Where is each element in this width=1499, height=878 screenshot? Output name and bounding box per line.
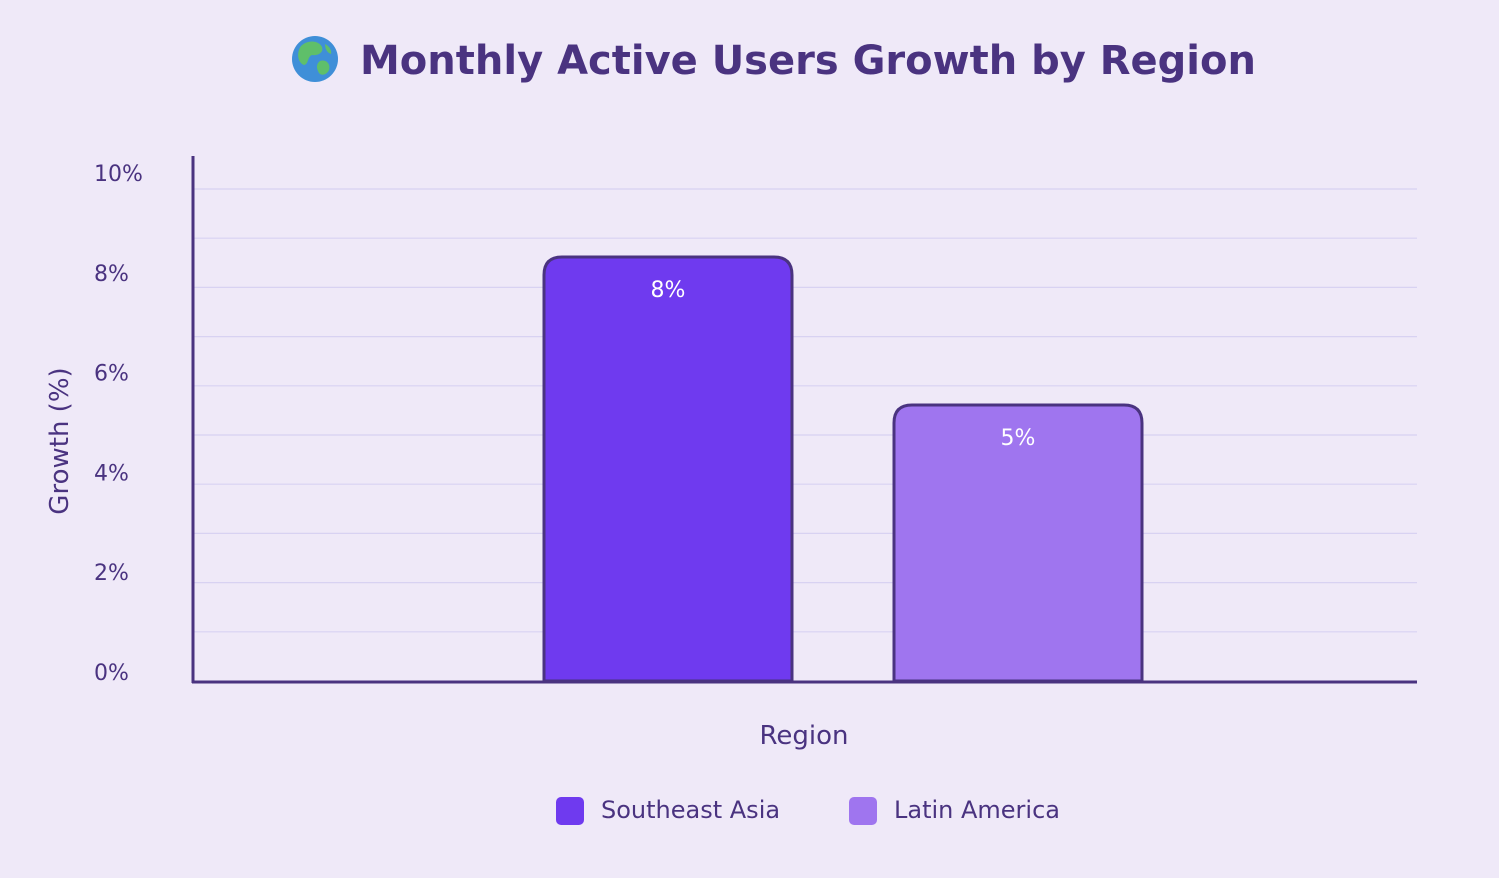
bar-value-label: 8%	[651, 278, 686, 303]
y-axis-title: Growth (%)	[45, 367, 75, 514]
bars: 8% 5%	[542, 255, 1144, 683]
y-tick-label: 4%	[94, 461, 129, 486]
bar-southeast-asia	[542, 255, 794, 683]
legend-swatch	[849, 797, 877, 825]
y-tick-label: 10%	[94, 162, 143, 187]
legend: Southeast Asia Latin America	[556, 796, 1060, 825]
y-tick-label: 2%	[94, 561, 129, 586]
bar-latin-america	[892, 403, 1144, 683]
globe-icon	[292, 36, 338, 82]
y-axis-ticks: 0% 2% 4% 6% 8% 10%	[94, 162, 143, 686]
chart-title-group: Monthly Active Users Growth by Region	[292, 36, 1256, 84]
legend-swatch	[556, 797, 584, 825]
chart-title: Monthly Active Users Growth by Region	[360, 38, 1256, 84]
y-tick-label: 0%	[94, 661, 129, 686]
bar-value-label: 5%	[1001, 426, 1036, 451]
gridlines	[193, 188, 1417, 633]
x-axis-title: Region	[759, 721, 848, 751]
y-tick-label: 6%	[94, 362, 129, 387]
legend-label: Latin America	[894, 796, 1060, 824]
y-tick-label: 8%	[94, 262, 129, 287]
legend-label: Southeast Asia	[601, 796, 780, 824]
